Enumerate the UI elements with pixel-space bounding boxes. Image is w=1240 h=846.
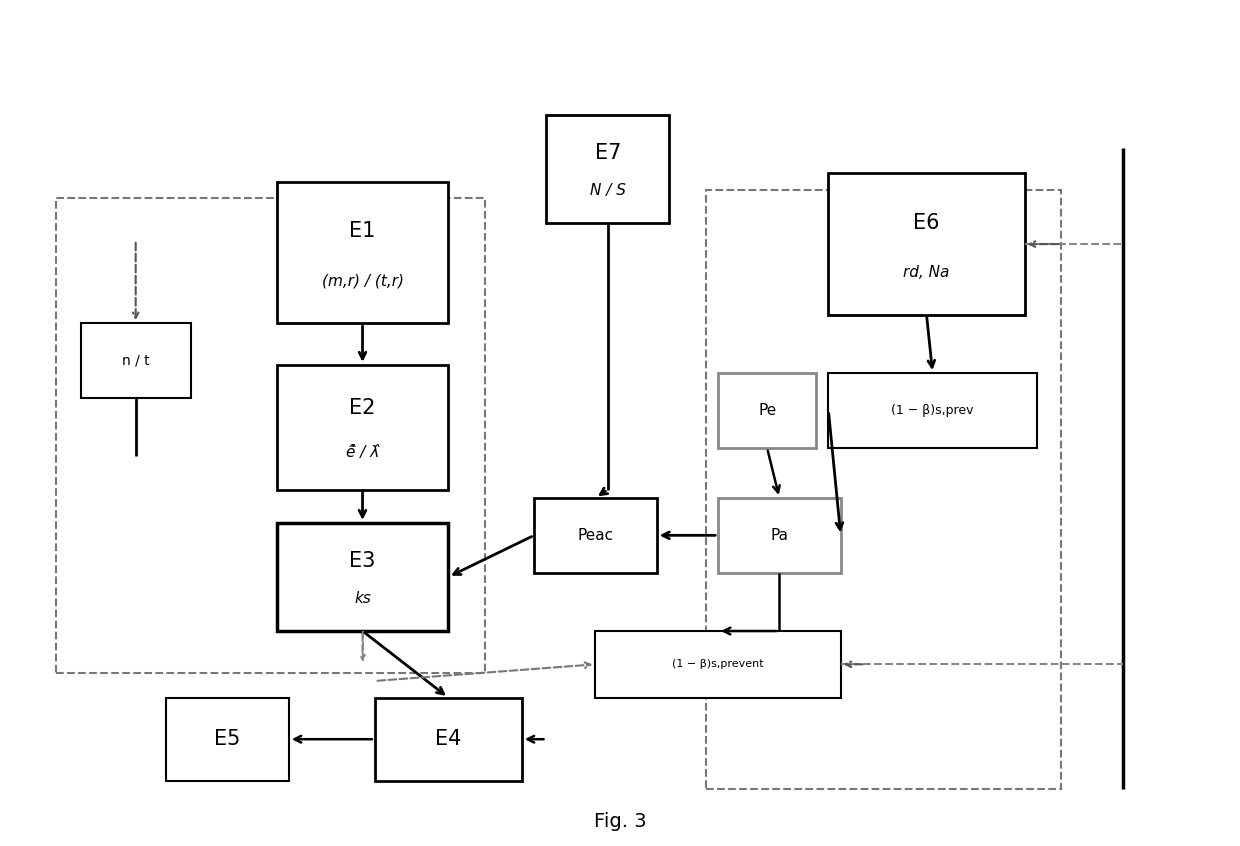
Text: (1 − β)s,prevent: (1 − β)s,prevent — [672, 659, 764, 669]
Text: E3: E3 — [350, 551, 376, 571]
Bar — [718, 498, 841, 573]
Bar — [277, 182, 449, 323]
Text: Pa: Pa — [770, 528, 789, 543]
Bar — [718, 373, 816, 448]
Bar — [277, 523, 449, 631]
Bar — [547, 115, 670, 223]
Text: Peac: Peac — [578, 528, 614, 543]
Text: E6: E6 — [914, 213, 940, 233]
Bar — [81, 323, 191, 398]
Text: ks: ks — [355, 591, 371, 606]
Text: (m,r) / (t,r): (m,r) / (t,r) — [321, 273, 403, 288]
Bar — [534, 498, 657, 573]
Text: (1 − β)s,prev: (1 − β)s,prev — [892, 404, 973, 417]
Bar — [277, 365, 449, 490]
Bar — [56, 198, 485, 673]
Text: E5: E5 — [215, 729, 241, 750]
Bar — [374, 698, 522, 781]
Bar — [166, 698, 289, 781]
Bar — [595, 631, 841, 698]
Bar — [706, 190, 1061, 789]
Text: rd, Na: rd, Na — [904, 265, 950, 280]
Bar — [828, 373, 1037, 448]
Text: Pe: Pe — [758, 403, 776, 418]
Text: N / S: N / S — [590, 184, 626, 198]
Text: E2: E2 — [350, 398, 376, 419]
Text: E7: E7 — [594, 143, 621, 163]
Text: E1: E1 — [350, 221, 376, 241]
Text: ê̂ / λ̂: ê̂ / λ̂ — [346, 445, 379, 459]
Text: Fig. 3: Fig. 3 — [594, 811, 646, 831]
Bar — [828, 173, 1024, 315]
Text: E4: E4 — [435, 729, 461, 750]
Text: n / t: n / t — [122, 354, 150, 368]
